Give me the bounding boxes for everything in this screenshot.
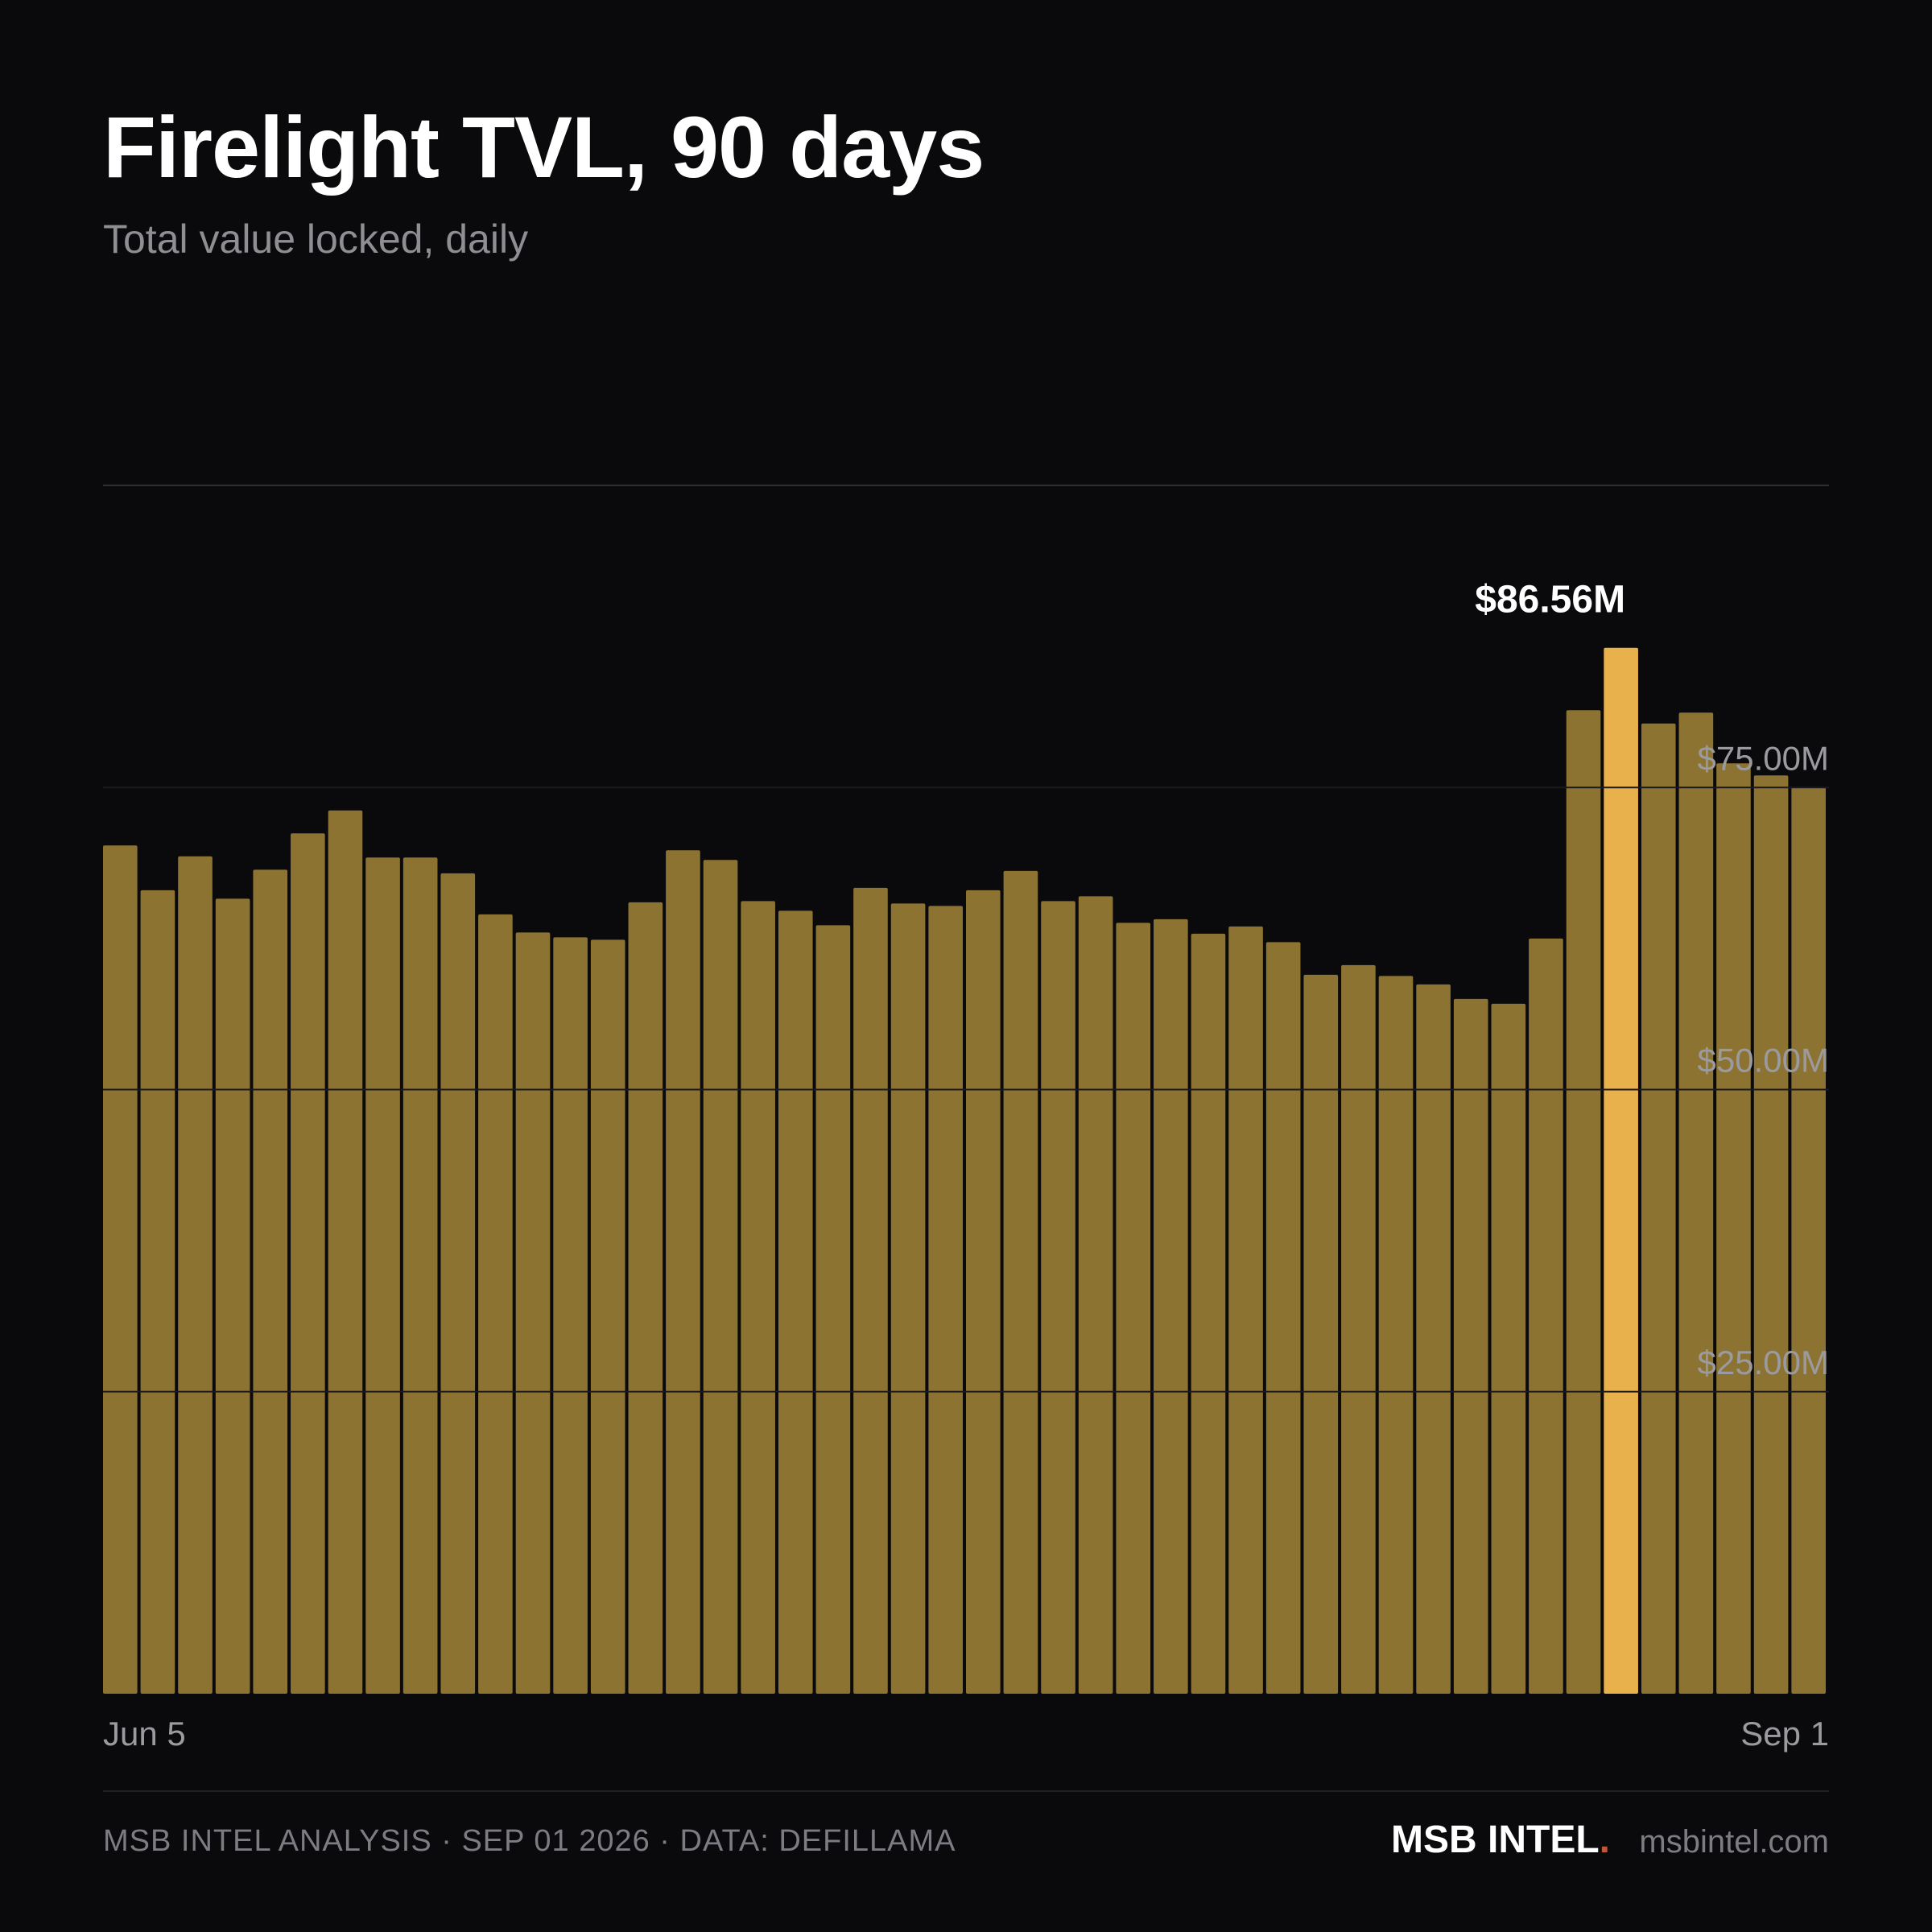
bar <box>440 873 476 1694</box>
highlight-value-label: $86.56M <box>1475 579 1625 621</box>
bar <box>140 890 175 1694</box>
y-tick-label: $75.00M <box>1698 739 1829 777</box>
bar <box>402 857 438 1694</box>
bar <box>741 901 775 1694</box>
bar <box>815 925 851 1694</box>
bar <box>703 860 738 1694</box>
bar-highlight <box>1604 647 1638 1694</box>
bar <box>1003 870 1038 1694</box>
bar <box>666 850 700 1694</box>
bar <box>628 902 663 1694</box>
bar <box>1678 712 1714 1695</box>
bar <box>515 932 551 1694</box>
bar <box>1191 933 1226 1694</box>
y-tick-label: $25.00M <box>1698 1344 1829 1381</box>
bar <box>215 898 250 1694</box>
bar <box>1566 710 1601 1695</box>
brand-dot: . <box>1599 1818 1610 1861</box>
bar <box>1265 942 1301 1694</box>
brand-logo: MSB INTEL. <box>1391 1818 1610 1862</box>
chart-subtitle: Total value locked, daily <box>103 217 529 262</box>
bar <box>1791 787 1826 1694</box>
footer-site-link[interactable]: msbintel.com <box>1639 1824 1829 1860</box>
bar <box>890 903 926 1694</box>
bars <box>103 647 1826 1695</box>
bar <box>778 910 813 1694</box>
footer-divider <box>103 1790 1829 1792</box>
bar <box>1041 901 1075 1694</box>
footer-credit: MSB INTEL ANALYSIS · SEP 01 2026 · DATA:… <box>103 1824 956 1858</box>
x-tick-label-end: Sep 1 <box>1740 1715 1829 1752</box>
bar <box>1529 938 1563 1695</box>
bar <box>365 857 400 1694</box>
bar <box>1116 923 1151 1694</box>
bar <box>1154 919 1188 1694</box>
bar <box>1453 998 1488 1694</box>
bar <box>103 845 138 1694</box>
bar <box>253 869 288 1694</box>
bar <box>1416 984 1451 1694</box>
bar <box>1491 1003 1526 1694</box>
bar <box>553 937 588 1694</box>
bar <box>1228 926 1263 1694</box>
brand-name: MSB INTEL <box>1391 1818 1600 1861</box>
x-tick-label-start: Jun 5 <box>103 1715 186 1752</box>
bar <box>291 833 325 1694</box>
bar <box>1303 974 1339 1694</box>
bar <box>853 887 888 1694</box>
bar <box>928 906 963 1694</box>
y-tick-label: $50.00M <box>1698 1042 1829 1080</box>
bar <box>1641 723 1676 1695</box>
bar <box>178 856 213 1694</box>
bar <box>1378 976 1414 1694</box>
bar <box>1716 763 1751 1694</box>
bar <box>478 914 513 1694</box>
bar <box>966 890 1001 1694</box>
bar <box>1753 775 1789 1694</box>
labels: $25.00M $50.00M $75.00M $86.56M Jun 5 Sep 1 <box>103 579 1829 1752</box>
bar <box>328 810 363 1694</box>
bar <box>1078 896 1113 1694</box>
bar <box>590 939 625 1694</box>
bar <box>1341 964 1376 1694</box>
chart-title: Firelight TVL, 90 days <box>103 98 985 196</box>
